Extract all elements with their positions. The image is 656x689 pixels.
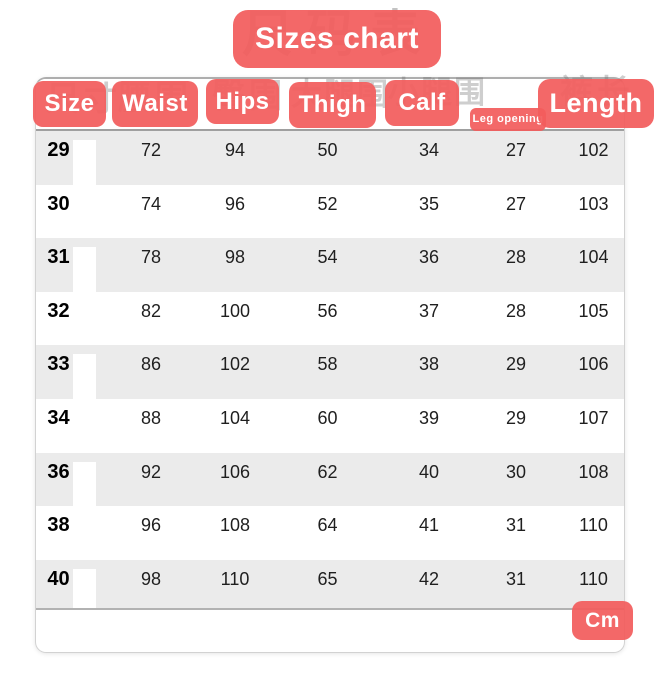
value-cell: 108 bbox=[219, 515, 251, 536]
value-cell: 41 bbox=[418, 515, 440, 536]
value-cell: 27 bbox=[505, 140, 527, 160]
value-cell: 103 bbox=[578, 193, 609, 214]
table-row: 31 78 98 54 36 28 104 bbox=[36, 238, 624, 292]
covered-column-strip bbox=[73, 247, 96, 292]
value-cell: 38 bbox=[418, 354, 440, 375]
column-header-length: Length bbox=[538, 79, 654, 128]
value-cell: 102 bbox=[219, 354, 251, 375]
column-header-size: Size bbox=[33, 81, 106, 127]
value-cell: 110 bbox=[579, 568, 608, 589]
value-cell: 60 bbox=[317, 407, 338, 428]
value-cell: 110 bbox=[579, 515, 608, 536]
value-cell: 28 bbox=[505, 300, 527, 321]
value-cell: 42 bbox=[418, 568, 440, 589]
value-cell: 106 bbox=[219, 461, 251, 482]
table-row: 36 92 106 62 40 30 108 bbox=[36, 452, 624, 507]
value-cell: 56 bbox=[317, 300, 338, 321]
value-cell: 86 bbox=[140, 354, 162, 375]
value-cell: 88 bbox=[140, 407, 162, 428]
value-cell: 78 bbox=[140, 247, 162, 268]
value-cell: 30 bbox=[505, 461, 527, 482]
value-cell: 105 bbox=[578, 300, 609, 321]
value-cell: 62 bbox=[317, 461, 338, 482]
value-cell: 82 bbox=[140, 300, 162, 321]
covered-column-strip bbox=[73, 568, 96, 609]
table-row: 40 98 110 65 42 31 110 bbox=[36, 559, 624, 609]
value-cell: 65 bbox=[317, 568, 338, 589]
value-cell: 72 bbox=[140, 140, 162, 160]
value-cell: 52 bbox=[317, 193, 338, 214]
value-cell: 104 bbox=[219, 407, 251, 428]
value-cell: 37 bbox=[418, 300, 440, 321]
value-cell: 29 bbox=[505, 354, 527, 375]
covered-column-strip bbox=[73, 193, 96, 239]
value-cell: 64 bbox=[317, 515, 338, 536]
value-cell: 39 bbox=[418, 407, 440, 428]
value-cell: 102 bbox=[578, 140, 609, 160]
size-table-card: 29 72 94 50 34 27 102 30 74 96 52 35 27 103 31 78 98 54 36… bbox=[35, 77, 625, 653]
value-cell: 98 bbox=[224, 247, 246, 268]
value-cell: 31 bbox=[505, 568, 527, 589]
size-cell: 29 bbox=[47, 139, 70, 161]
value-cell: 58 bbox=[317, 354, 338, 375]
value-cell: 106 bbox=[578, 354, 609, 375]
unit-badge: Cm bbox=[572, 601, 633, 640]
covered-column-strip bbox=[73, 300, 96, 346]
value-cell: 34 bbox=[418, 140, 440, 160]
column-header-thigh: Thigh bbox=[289, 82, 376, 128]
column-header-hips: Hips bbox=[206, 79, 279, 124]
table-row: 33 86 102 58 38 29 106 bbox=[36, 345, 624, 399]
value-cell: 50 bbox=[317, 140, 338, 160]
value-cell: 94 bbox=[224, 140, 246, 160]
value-cell: 74 bbox=[140, 193, 162, 214]
table-row: 34 88 104 60 39 29 107 bbox=[36, 398, 624, 453]
value-cell: 98 bbox=[140, 568, 162, 589]
table-body: 29 72 94 50 34 27 102 30 74 96 52 35 27 103 31 78 98 54 36… bbox=[36, 129, 624, 611]
value-cell: 29 bbox=[505, 407, 527, 428]
covered-column-strip bbox=[73, 515, 96, 560]
covered-column-strip bbox=[73, 140, 96, 185]
value-cell: 96 bbox=[140, 515, 162, 536]
column-header-calf: Calf bbox=[385, 80, 459, 126]
value-cell: 31 bbox=[505, 515, 527, 536]
size-cell: 32 bbox=[47, 299, 70, 322]
covered-column-strip bbox=[73, 407, 96, 453]
column-header-leg-opening: Leg opening bbox=[470, 108, 546, 131]
value-cell: 40 bbox=[418, 461, 440, 482]
page-title: Sizes chart bbox=[233, 10, 441, 68]
table-row: 30 74 96 52 35 27 103 bbox=[36, 184, 624, 239]
size-cell: 31 bbox=[47, 246, 70, 269]
table-row: 29 72 94 50 34 27 102 bbox=[36, 131, 624, 185]
size-cell: 34 bbox=[47, 406, 70, 429]
value-cell: 100 bbox=[219, 300, 251, 321]
value-cell: 104 bbox=[578, 247, 609, 268]
value-cell: 92 bbox=[140, 461, 162, 482]
size-cell: 38 bbox=[47, 514, 70, 537]
covered-column-strip bbox=[73, 354, 96, 399]
value-cell: 110 bbox=[220, 568, 250, 589]
column-header-waist: Waist bbox=[112, 81, 198, 127]
table-row: 38 96 108 64 41 31 110 bbox=[36, 506, 624, 560]
size-cell: 30 bbox=[47, 192, 70, 215]
value-cell: 27 bbox=[505, 193, 527, 214]
value-cell: 107 bbox=[578, 407, 609, 428]
value-cell: 35 bbox=[418, 193, 440, 214]
size-cell: 40 bbox=[47, 567, 70, 590]
value-cell: 36 bbox=[418, 247, 440, 268]
table-row: 32 82 100 56 37 28 105 bbox=[36, 291, 624, 346]
value-cell: 28 bbox=[505, 247, 527, 268]
value-cell: 108 bbox=[578, 461, 609, 482]
size-cell: 36 bbox=[47, 460, 70, 483]
value-cell: 54 bbox=[317, 247, 338, 268]
size-cell: 33 bbox=[47, 353, 70, 376]
value-cell: 96 bbox=[224, 193, 246, 214]
covered-column-strip bbox=[73, 461, 96, 507]
